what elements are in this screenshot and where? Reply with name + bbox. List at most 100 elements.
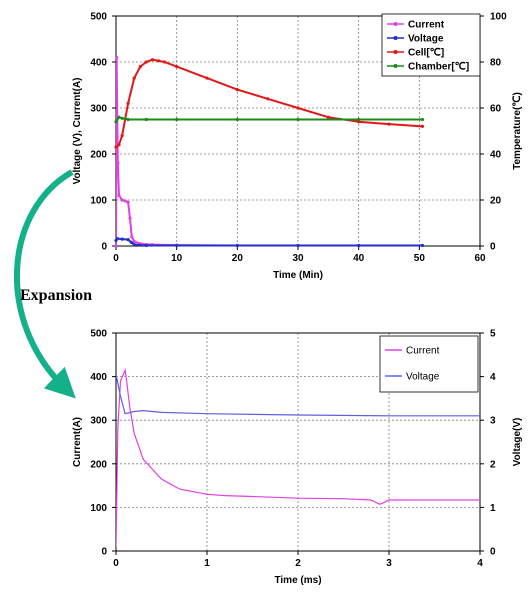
data-point <box>120 237 124 241</box>
data-point <box>205 76 209 80</box>
x-tick-label: 50 <box>414 253 426 264</box>
data-point <box>120 134 124 138</box>
y-tick-label: 200 <box>90 150 107 161</box>
data-point <box>150 58 154 62</box>
data-point <box>144 117 148 122</box>
x-tick-label: 1 <box>204 558 210 569</box>
data-point <box>138 65 142 69</box>
data-point <box>114 244 118 248</box>
x-tick-label: 0 <box>113 253 119 264</box>
data-point <box>296 243 300 248</box>
data-point <box>114 145 118 149</box>
y-right-tick-label: 1 <box>490 503 496 514</box>
data-point <box>117 143 121 147</box>
data-point <box>235 117 239 122</box>
data-point <box>129 240 133 244</box>
legend-label: Current <box>406 346 440 357</box>
legend-label: Current <box>408 20 445 31</box>
series-line-chamber <box>116 115 423 123</box>
y-right-tick-label: 20 <box>490 196 502 207</box>
x-tick-label: 2 <box>295 558 301 569</box>
legend-box <box>379 335 479 393</box>
chart-1: 0 10 20 30 40 50 60 0 100 200 300 400 500 0 20 40 60 80 10… <box>72 12 523 282</box>
expansion-label: Expansion <box>20 287 92 304</box>
y-right-tick-label: 60 <box>490 104 502 115</box>
data-point <box>117 115 121 119</box>
x-tick-label: 30 <box>292 253 304 264</box>
data-point <box>156 59 161 63</box>
data-point <box>126 238 130 242</box>
y-tick-label: 500 <box>90 329 107 340</box>
y-right-tick-label: 5 <box>490 329 496 340</box>
data-point <box>357 120 361 124</box>
data-point <box>144 60 148 64</box>
x-tick-label: 20 <box>232 253 244 264</box>
legend-label: Cell[℃] <box>408 48 444 59</box>
data-point <box>126 200 130 204</box>
legend-1: Current Voltage Cell[℃] Chamber[℃] <box>381 13 481 77</box>
y-right-tick-label: 2 <box>490 459 496 470</box>
y-right-tick-label: 0 <box>490 547 496 558</box>
y-tick-label: 200 <box>90 459 107 470</box>
data-point <box>116 161 120 165</box>
y-right-tick-label: 4 <box>490 372 496 383</box>
data-point <box>126 101 130 105</box>
data-point <box>162 60 167 64</box>
data-point <box>235 243 239 248</box>
data-point <box>266 97 270 101</box>
y-tick-label: 300 <box>90 416 107 427</box>
data-point <box>296 106 300 110</box>
data-point <box>130 235 134 239</box>
legend-marker <box>393 22 398 26</box>
legend-marker <box>393 64 398 68</box>
y-right-tick-label: 3 <box>490 416 496 427</box>
data-point <box>175 243 179 248</box>
series-line-cell <box>116 58 423 148</box>
x-tick-label: 10 <box>171 253 183 264</box>
legend-marker <box>393 36 398 40</box>
x-axis-label: Time (Min) <box>273 270 323 281</box>
x-tick-label: 4 <box>477 558 483 569</box>
y-right-axis-label: Voltage(V) <box>512 418 523 467</box>
data-point <box>387 122 391 126</box>
series-line-current <box>116 367 480 547</box>
legend-marker <box>393 50 398 54</box>
data-point <box>132 243 136 247</box>
data-point <box>123 199 127 203</box>
y-tick-label: 300 <box>90 104 107 115</box>
data-point <box>114 120 118 124</box>
data-point <box>175 117 179 122</box>
y-right-tick-label: 100 <box>490 12 507 23</box>
data-point <box>126 117 130 122</box>
y-tick-label: 0 <box>101 547 107 558</box>
series-line-current <box>116 57 423 247</box>
legend-label: Chamber[℃] <box>408 62 469 73</box>
y-tick-label: 100 <box>90 196 107 207</box>
data-point <box>326 115 330 119</box>
y-tick-label: 400 <box>90 372 107 383</box>
legend-label: Voltage <box>406 372 440 383</box>
x-axis-label: Time (ms) <box>274 575 321 586</box>
series-line-voltage <box>116 374 480 417</box>
data-point <box>357 117 361 122</box>
x-tick-label: 40 <box>353 253 365 264</box>
data-point <box>132 239 136 243</box>
y-axis-label: Voltage (V), Current(A) <box>72 77 83 184</box>
data-point <box>128 216 132 220</box>
y-tick-label: 100 <box>90 503 107 514</box>
x-tick-label: 60 <box>474 253 486 264</box>
data-point <box>115 55 119 60</box>
data-point <box>420 243 424 248</box>
data-point <box>175 65 179 69</box>
data-point <box>120 116 124 120</box>
data-point <box>115 237 119 241</box>
data-point <box>420 124 424 128</box>
data-point <box>357 243 361 248</box>
expansion-arrow <box>13 169 76 399</box>
legend-2: Current Voltage <box>379 335 479 393</box>
y-right-tick-label: 0 <box>490 242 496 253</box>
y-axis-label: Current(A) <box>72 417 83 467</box>
data-point <box>235 88 239 92</box>
